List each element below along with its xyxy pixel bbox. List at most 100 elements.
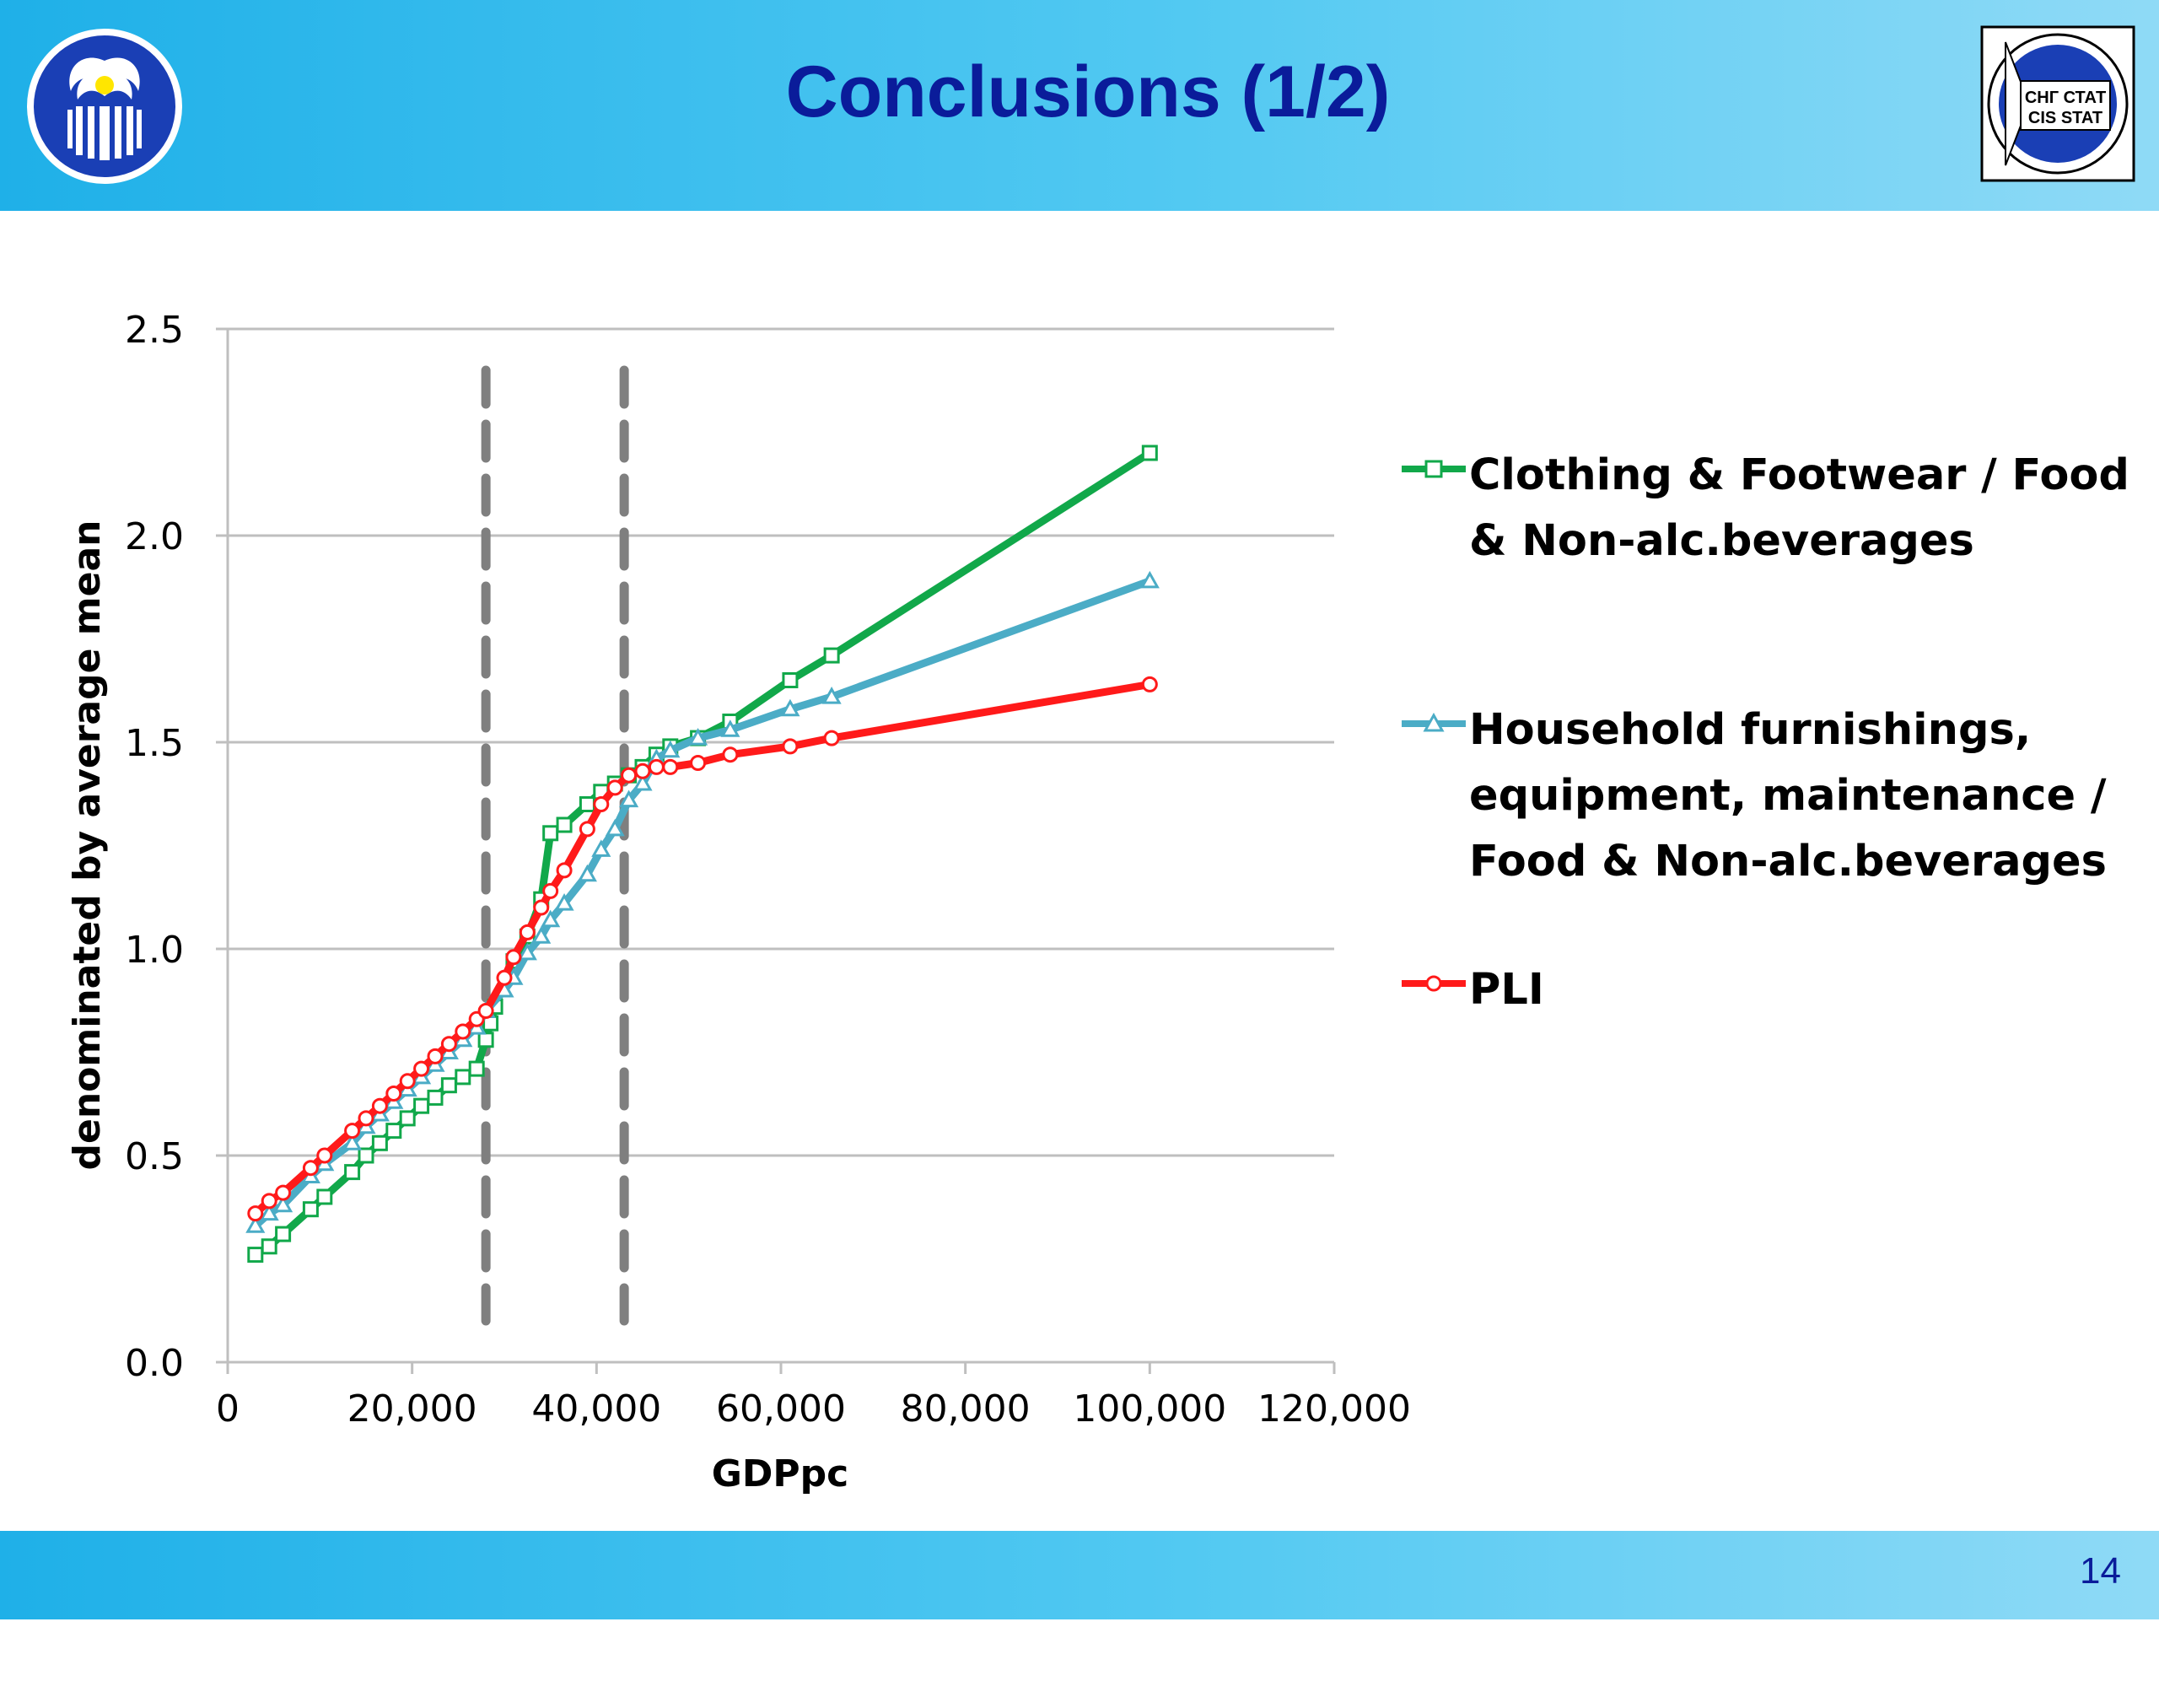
data-point-pli — [316, 1147, 333, 1164]
slide-title: Conclusions (1/2) — [785, 51, 1391, 132]
data-point-clothing — [427, 1089, 444, 1106]
data-point-household — [605, 818, 625, 837]
data-point-pli — [455, 1023, 471, 1040]
data-point-pli — [505, 949, 522, 966]
data-point-pli — [690, 755, 707, 771]
axis-layer — [216, 327, 1336, 1374]
data-point-household — [619, 789, 639, 808]
data-point-clothing — [440, 1077, 457, 1094]
data-point-household — [821, 687, 842, 704]
data-point-pli — [556, 862, 573, 879]
y-tick-label: 0.5 — [125, 1135, 184, 1178]
legend-label-household: Household furnishings, equipment, mainte… — [1469, 705, 2107, 886]
data-point-clothing — [468, 1060, 485, 1077]
data-point-clothing — [316, 1188, 333, 1205]
x-tick-label: 0 — [216, 1387, 240, 1431]
data-point-pli — [427, 1048, 444, 1064]
data-point-pli — [477, 1003, 494, 1019]
grid-layer — [228, 327, 1334, 1157]
data-point-pli — [533, 899, 550, 916]
y-axis-label: denominated by average mean — [66, 520, 109, 1171]
legend-swatch-household — [1402, 713, 1466, 732]
data-point-household — [531, 926, 552, 944]
y-tick-label: 2.5 — [125, 309, 184, 352]
reference-lines-layer — [481, 365, 629, 1326]
y-tick-label: 2.0 — [125, 515, 184, 558]
data-point-pli — [606, 779, 623, 796]
y-tick-label: 1.5 — [125, 722, 184, 765]
data-point-pli — [275, 1184, 292, 1201]
data-point-clothing — [579, 796, 595, 812]
data-point-pli — [634, 762, 651, 779]
y-tick-label: 1.0 — [125, 929, 184, 972]
cis-stat-logo-line-2: CIS STAT — [2028, 109, 2102, 127]
legend-swatch-clothing — [1402, 460, 1466, 478]
cis-stat-logo-line-1: СНГ СТАТ — [2025, 89, 2106, 107]
chart-legend: Clothing & Footwear / Food & Non-alc.bev… — [1400, 443, 2159, 1708]
data-point-household — [633, 773, 653, 791]
x-tick-label: 60,000 — [716, 1387, 846, 1431]
tick-labels-layer: 0.0 0.5 1.0 1.5 2.0 2.5 0 20,000 40,000 60,000 80,… — [125, 309, 1411, 1431]
x-tick-label: 40,000 — [531, 1387, 661, 1431]
data-point-household — [688, 728, 708, 746]
legend-swatch-pli — [1402, 975, 1466, 992]
x-axis-label: GDPpc — [712, 1452, 848, 1495]
data-point-pli — [385, 1086, 402, 1102]
legend-label-clothing: Clothing & Footwear / Food & Non-alc.bev… — [1469, 450, 2129, 566]
data-point-clothing — [261, 1238, 277, 1255]
data-point-pli — [662, 758, 679, 775]
data-point-pli — [344, 1123, 361, 1140]
x-tick-label: 120,000 — [1257, 1387, 1411, 1431]
data-point-household — [554, 893, 574, 911]
data-point-pli — [1141, 676, 1158, 692]
data-point-household — [517, 942, 537, 961]
data-point-clothing — [358, 1147, 374, 1164]
data-point-pli — [247, 1205, 264, 1222]
data-point-clothing — [344, 1164, 361, 1181]
data-point-household — [591, 839, 611, 857]
data-point-household — [541, 909, 561, 928]
cis-stat-logo: СНГ СТАТ CIS STAT — [1980, 25, 2135, 182]
data-point-household — [660, 740, 681, 758]
data-point-clothing — [247, 1247, 264, 1263]
data-point-pli — [519, 924, 536, 940]
data-point-pli — [782, 738, 799, 755]
x-tick-label: 80,000 — [901, 1387, 1031, 1431]
data-point-clothing — [1141, 445, 1158, 461]
data-point-clothing — [477, 1032, 494, 1048]
data-point-pli — [371, 1097, 388, 1114]
data-point-clothing — [385, 1123, 402, 1140]
data-point-pli — [593, 796, 610, 812]
data-point-clothing — [556, 816, 573, 833]
data-point-pli — [823, 730, 840, 746]
data-point-household — [342, 1133, 363, 1150]
data-point-pli — [399, 1073, 416, 1090]
data-point-household — [720, 719, 740, 737]
header-bar — [0, 0, 2159, 211]
data-point-clothing — [823, 647, 840, 664]
cis-emblem-logo — [27, 29, 182, 184]
data-point-clothing — [275, 1226, 292, 1242]
data-point-pli — [496, 969, 513, 986]
data-point-household — [577, 864, 597, 882]
y-tick-label: 0.0 — [125, 1342, 184, 1385]
footer-bar — [0, 1531, 2159, 1619]
data-point-household — [273, 1194, 293, 1213]
data-point-pli — [722, 746, 739, 763]
data-point-pli — [358, 1110, 374, 1127]
data-point-household — [780, 698, 800, 717]
data-point-clothing — [542, 825, 559, 842]
data-point-clothing — [455, 1069, 471, 1086]
data-point-clothing — [302, 1201, 319, 1218]
legend-label-pli: PLI — [1469, 965, 1544, 1015]
data-point-household — [1139, 570, 1160, 589]
data-point-pli — [440, 1036, 457, 1053]
data-point-pli — [261, 1193, 277, 1210]
series-layer — [245, 445, 1160, 1263]
line-chart: 0.0 0.5 1.0 1.5 2.0 2.5 0 20,000 40,000 60,000 80,… — [66, 309, 1411, 1495]
data-point-clothing — [371, 1134, 388, 1151]
page-number: 14 — [2080, 1550, 2121, 1592]
data-point-pli — [621, 767, 638, 784]
data-point-clothing — [413, 1097, 430, 1114]
data-point-clothing — [782, 672, 799, 688]
